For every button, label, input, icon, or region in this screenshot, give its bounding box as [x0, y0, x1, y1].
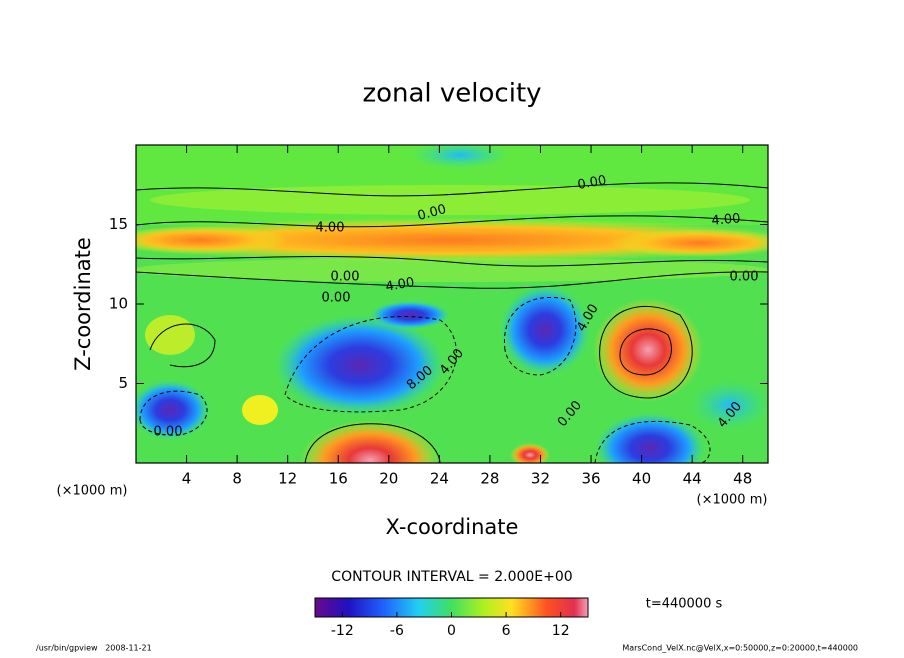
y-tick-label: 5 [118, 374, 128, 392]
x-tick-label: 36 [581, 470, 600, 488]
x-axis-label: X-coordinate [386, 515, 519, 539]
x-tick-label: 20 [379, 470, 398, 488]
y-tick-label: 10 [109, 295, 128, 313]
contour-interval: CONTOUR INTERVAL = 2.000E+00 [331, 569, 572, 585]
colorbar-tick-label: 0 [447, 623, 456, 639]
x-tick-label: 40 [632, 470, 651, 488]
time-label: t=440000 s [646, 597, 723, 612]
colorbar-tick-label: -12 [331, 623, 354, 639]
chart-title: zonal velocity [362, 79, 541, 109]
contour-label: 0.00 [730, 270, 759, 285]
x-tick-label: 4 [182, 470, 192, 488]
colorbar-tick-label: 12 [552, 623, 570, 639]
contour-label: 0.00 [331, 270, 360, 285]
x-tick-label: 16 [329, 470, 348, 488]
contour-label: 4.00 [384, 275, 415, 295]
y-tick-label: 15 [109, 215, 128, 233]
y-axis-label: Z-coordinate [71, 237, 95, 371]
x-tick-label: 32 [531, 470, 550, 488]
x-tick-label: 48 [733, 470, 752, 488]
contour-label: 4.00 [316, 221, 345, 236]
footer-right: MarsCond_VelX.nc@VelX,x=0:50000,z=0:2000… [622, 644, 858, 653]
colorbar-tick-label: 6 [502, 623, 511, 639]
x-tick-label: 8 [232, 470, 242, 488]
contour-label: 0.00 [322, 291, 351, 306]
footer-left: /usr/bin/gpview 2008-11-21 [36, 644, 152, 653]
x-tick-label: 28 [480, 470, 499, 488]
contour-label: 0.00 [154, 425, 183, 440]
x-tick-label: 44 [683, 470, 702, 488]
contour-field [136, 145, 768, 463]
colorbar-tick-label: -6 [390, 623, 404, 639]
y-unit: (×1000 m) [57, 484, 128, 499]
x-tick-label: 12 [278, 470, 297, 488]
contour-label: 0.00 [576, 173, 607, 193]
x-unit: (×1000 m) [697, 493, 768, 508]
contour-label: 0.00 [416, 202, 448, 224]
contour-label: 4.00 [711, 211, 741, 228]
x-tick-label: 24 [430, 470, 449, 488]
